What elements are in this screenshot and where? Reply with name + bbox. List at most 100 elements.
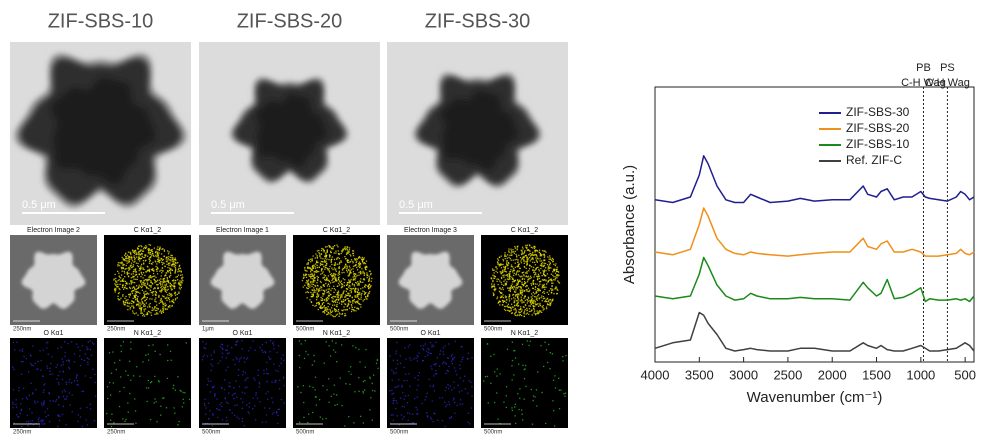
map-dot (314, 289, 315, 290)
map-dot (533, 272, 534, 273)
map-dot (323, 271, 324, 272)
map-dot (149, 261, 150, 262)
map-dot (59, 371, 60, 372)
map-dot (524, 263, 525, 264)
map-dot (271, 381, 272, 382)
map-dot (256, 392, 257, 393)
map-dot (65, 352, 66, 353)
map-dot (147, 280, 148, 281)
map-dot (492, 275, 493, 276)
map-dot (355, 310, 356, 311)
map-dot (360, 273, 361, 274)
map-dot (393, 372, 394, 373)
map-dot (119, 299, 120, 300)
map-dot (350, 255, 351, 256)
map-dot (126, 300, 127, 301)
map-dot (323, 266, 324, 267)
map-dot (347, 267, 348, 268)
map-dot (518, 305, 519, 306)
map-dot (497, 281, 498, 282)
map-dot (321, 253, 322, 254)
map-dot (339, 316, 340, 317)
map-dot (347, 309, 348, 310)
map-dot (542, 270, 543, 271)
map-dot (537, 310, 538, 311)
map-dot (332, 340, 333, 341)
map-dot (162, 302, 163, 303)
map-dot (349, 295, 350, 296)
map-dot (147, 282, 148, 283)
map-dot (264, 407, 265, 408)
map-dot (137, 315, 138, 316)
map-dot (46, 365, 47, 366)
map-dot (303, 385, 304, 386)
map-dot (41, 360, 42, 361)
map-dot (507, 258, 508, 259)
map-dot (425, 399, 426, 400)
map-dot (135, 270, 136, 271)
map-dot (500, 272, 501, 273)
map-dot (162, 262, 163, 263)
map-dot (343, 278, 344, 279)
map-dot (355, 288, 356, 289)
map-dot (513, 275, 514, 276)
map-dot (364, 279, 365, 280)
map-dot (365, 367, 366, 368)
map-dot (540, 258, 541, 259)
map-dot (12, 402, 13, 403)
map-dot (369, 377, 370, 378)
map-dot (167, 267, 168, 268)
map-dot (255, 419, 256, 420)
map-dot (123, 302, 124, 303)
map-dot (149, 259, 150, 260)
map-dot (134, 257, 135, 258)
map-dot (324, 269, 325, 270)
map-dot (529, 300, 530, 301)
map-dot (143, 303, 144, 304)
map-dot (351, 311, 352, 312)
map-dot (362, 257, 363, 258)
map-dot (505, 279, 506, 280)
map-dot (139, 307, 140, 308)
map-dot (137, 276, 138, 277)
map-dot (334, 264, 335, 265)
map-dot (245, 387, 246, 388)
map-dot (269, 358, 270, 359)
map-dot (427, 355, 428, 356)
map-dot (169, 293, 170, 294)
map-dot (405, 395, 406, 396)
map-dot (144, 269, 145, 270)
map-dot (396, 342, 397, 343)
map-dot (367, 294, 368, 295)
map-dot (222, 356, 223, 357)
map-dot (352, 300, 353, 301)
map-dot (39, 350, 40, 351)
map-dot (364, 257, 365, 258)
map-dot (535, 296, 536, 297)
map-dot (61, 365, 62, 366)
x-tick-label: 2000 (818, 367, 847, 382)
map-dot (161, 291, 162, 292)
map-dot (549, 267, 550, 268)
map-dot (249, 406, 250, 407)
map-dot (326, 389, 327, 390)
map-dot (326, 341, 327, 342)
map-dot (50, 400, 51, 401)
map-dot (141, 309, 142, 310)
map-dot (521, 409, 522, 410)
map-dot (495, 266, 496, 267)
map-dot (348, 287, 349, 288)
map-dot (428, 349, 429, 350)
map-dot (499, 304, 500, 305)
map-dot (123, 341, 124, 342)
map-dot (377, 368, 378, 369)
map-dot (175, 270, 176, 271)
map-dot (353, 271, 354, 272)
map-dot (493, 278, 494, 279)
map-dot (123, 264, 124, 265)
map-dot (155, 310, 156, 311)
map-dot (177, 276, 178, 277)
map-dot (417, 397, 418, 398)
map-dot (222, 353, 223, 354)
map-dot (312, 258, 313, 259)
